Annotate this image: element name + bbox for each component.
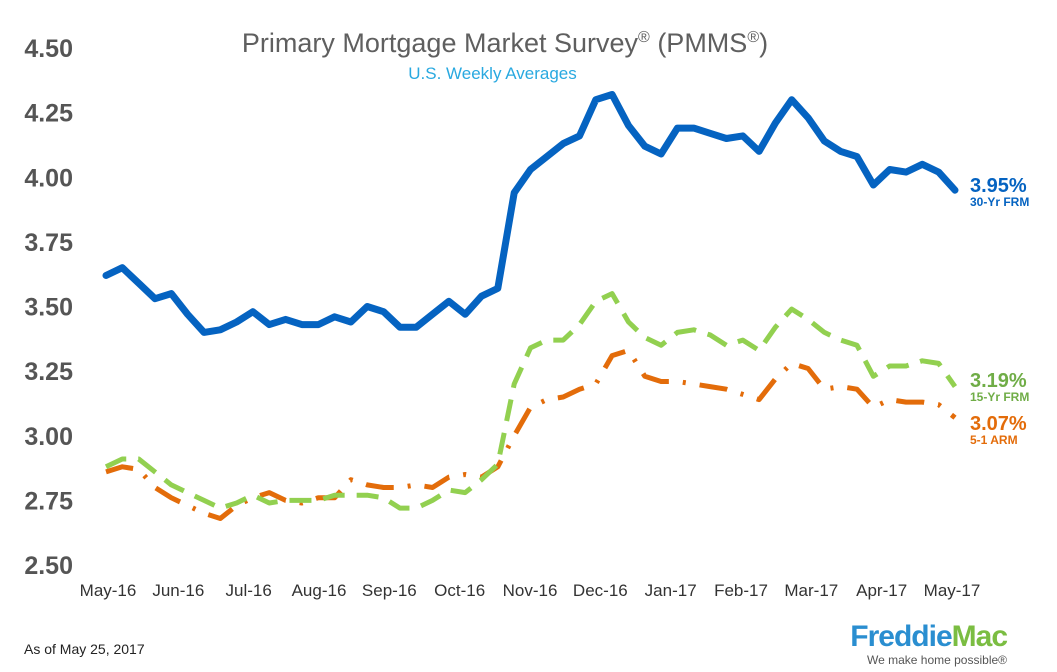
x-tick-label: Jan-17: [645, 581, 697, 600]
x-tick-label: Jul-16: [226, 581, 272, 600]
x-tick-label: May-17: [924, 581, 981, 600]
logo-wordmark: FreddieMac: [850, 620, 1008, 653]
chart-title: Primary Mortgage Market Survey® (PMMS®): [241, 28, 769, 58]
series-line-5-1-arm: [105, 347, 957, 521]
end-value-30yr: 3.95%: [970, 175, 1027, 197]
logo-tagline: We make home possible®: [866, 653, 1007, 667]
chart-subtitle: U.S. Weekly Averages: [408, 64, 577, 83]
x-tick-label: Feb-17: [714, 581, 768, 600]
x-tick-label: Dec-16: [573, 581, 628, 600]
y-tick-label: 4.00: [24, 164, 73, 192]
y-tick-label: 4.25: [24, 100, 73, 128]
y-axis: 2.50 2.75 3.00 3.25 3.50 3.75 4.00 4.25 4.50: [24, 35, 73, 580]
x-tick-label: May-16: [80, 581, 137, 600]
y-tick-label: 2.75: [24, 487, 73, 515]
x-tick-label: Oct-16: [434, 581, 485, 600]
end-label-30yr: 3.95% 30-Yr FRM: [970, 176, 1029, 208]
y-tick-label: 3.50: [24, 294, 73, 322]
end-name-arm: 5-1 ARM: [970, 433, 1018, 447]
x-tick-label: Aug-16: [292, 581, 347, 600]
series-lines: [102, 91, 959, 521]
x-tick-label: Apr-17: [856, 581, 907, 600]
y-tick-label: 3.00: [24, 423, 73, 451]
end-label-15yr: 3.19% 15-Yr FRM: [970, 371, 1029, 403]
x-tick-label: Mar-17: [784, 581, 838, 600]
x-tick-label: Nov-16: [503, 581, 558, 600]
as-of-date: As of May 25, 2017: [24, 641, 145, 657]
y-tick-label: 4.50: [24, 35, 73, 63]
end-name-15yr: 15-Yr FRM: [970, 390, 1030, 404]
x-axis: May-16 Jun-16 Jul-16 Aug-16 Sep-16 Oct-16 Nov-…: [80, 581, 981, 600]
series-line-30yr-frm: [102, 91, 959, 336]
y-tick-label: 2.50: [24, 552, 73, 580]
end-label-arm: 3.07% 5-1 ARM: [970, 414, 1027, 446]
end-value-15yr: 3.19%: [970, 370, 1027, 392]
freddie-mac-logo: FreddieMac We make home possible®: [850, 620, 1008, 668]
end-name-30yr: 30-Yr FRM: [970, 195, 1030, 209]
y-tick-label: 3.25: [24, 358, 73, 386]
y-tick-label: 3.75: [24, 229, 73, 257]
x-tick-label: Jun-16: [152, 581, 204, 600]
end-value-arm: 3.07%: [970, 413, 1027, 435]
series-line-15yr-frm: [104, 291, 958, 511]
x-tick-label: Sep-16: [362, 581, 417, 600]
